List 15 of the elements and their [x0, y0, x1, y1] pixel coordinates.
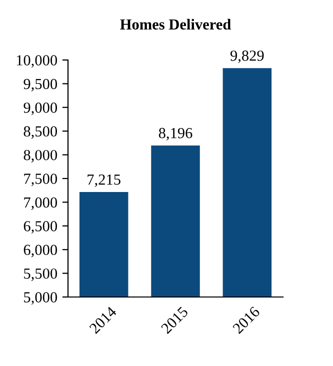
- y-tick-label: 10,000: [16, 55, 57, 68]
- y-tick-label: 9,000: [24, 102, 57, 116]
- y-tick-label: 8,500: [24, 126, 57, 139]
- data-label: 9,829: [230, 50, 264, 64]
- y-tick-label: 7,500: [24, 174, 57, 186]
- y-tick-label: 6,500: [24, 221, 57, 234]
- y-tick-label: 5,000: [24, 292, 57, 305]
- y-tick-label: 6,000: [24, 244, 57, 258]
- y-tick-label: 8,000: [24, 150, 57, 162]
- chart-title: Homes Delivered: [120, 18, 231, 30]
- y-tick-label: 7,000: [24, 197, 57, 210]
- y-tick-label: 5,500: [24, 268, 57, 281]
- data-label: 7,215: [88, 174, 120, 187]
- y-tick-label: 9,500: [24, 78, 57, 92]
- data-label: 8,196: [158, 128, 192, 140]
